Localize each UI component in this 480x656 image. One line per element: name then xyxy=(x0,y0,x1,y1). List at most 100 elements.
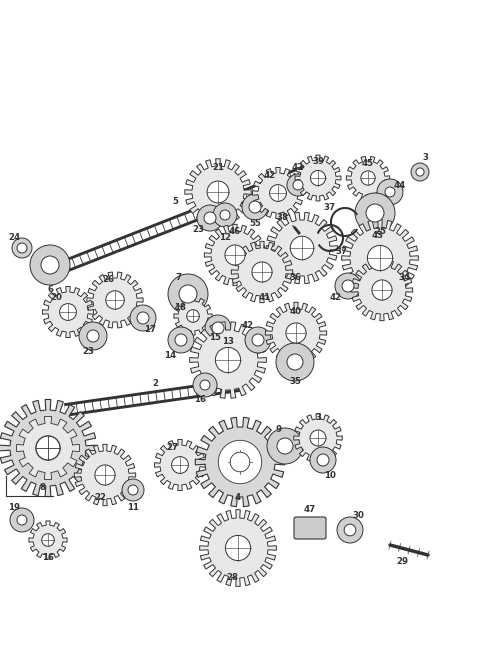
Polygon shape xyxy=(200,510,276,586)
Polygon shape xyxy=(266,213,338,284)
Text: 42: 42 xyxy=(264,171,276,180)
Text: 29: 29 xyxy=(396,558,408,567)
Circle shape xyxy=(230,452,250,472)
Circle shape xyxy=(30,245,70,285)
Circle shape xyxy=(335,273,361,299)
Text: 26: 26 xyxy=(102,276,114,285)
Text: 24: 24 xyxy=(8,234,20,243)
Circle shape xyxy=(175,334,187,346)
Circle shape xyxy=(361,171,375,185)
Circle shape xyxy=(220,210,230,220)
Text: 3: 3 xyxy=(422,154,428,163)
Text: 17: 17 xyxy=(144,325,156,335)
Text: 47: 47 xyxy=(304,506,316,514)
Polygon shape xyxy=(74,444,136,506)
Circle shape xyxy=(204,212,216,224)
Text: 16: 16 xyxy=(194,396,206,405)
Circle shape xyxy=(197,205,223,231)
Text: 16: 16 xyxy=(42,554,54,562)
Polygon shape xyxy=(17,417,79,480)
Circle shape xyxy=(270,184,287,201)
Circle shape xyxy=(286,323,306,343)
Text: 45: 45 xyxy=(362,159,374,167)
Text: 14: 14 xyxy=(164,350,176,359)
Text: 11: 11 xyxy=(127,504,139,512)
Circle shape xyxy=(95,465,115,485)
Polygon shape xyxy=(204,224,265,285)
Circle shape xyxy=(226,535,251,561)
Text: 37: 37 xyxy=(324,203,336,213)
Polygon shape xyxy=(351,259,413,321)
Circle shape xyxy=(249,201,261,213)
Circle shape xyxy=(252,334,264,346)
Text: 2: 2 xyxy=(152,379,158,388)
Circle shape xyxy=(172,457,188,474)
Text: 36: 36 xyxy=(289,274,301,283)
Circle shape xyxy=(212,322,224,334)
Circle shape xyxy=(372,280,392,300)
Circle shape xyxy=(36,436,60,460)
Text: 19: 19 xyxy=(8,504,20,512)
Circle shape xyxy=(290,236,314,260)
Circle shape xyxy=(87,330,99,342)
Circle shape xyxy=(137,312,149,324)
Circle shape xyxy=(187,310,199,322)
Text: 3: 3 xyxy=(315,413,321,422)
Circle shape xyxy=(60,304,76,320)
Circle shape xyxy=(377,179,403,205)
Polygon shape xyxy=(87,272,143,328)
Text: 20: 20 xyxy=(50,293,62,302)
Circle shape xyxy=(193,373,217,397)
Circle shape xyxy=(17,243,27,253)
Circle shape xyxy=(267,428,303,464)
Text: 22: 22 xyxy=(94,493,106,502)
Text: 42: 42 xyxy=(242,321,254,329)
Circle shape xyxy=(311,171,325,186)
Text: 39: 39 xyxy=(312,157,324,167)
Circle shape xyxy=(317,454,329,466)
Text: 55: 55 xyxy=(249,220,261,228)
Text: 12: 12 xyxy=(219,234,231,243)
Polygon shape xyxy=(295,155,341,201)
Polygon shape xyxy=(174,297,212,335)
Circle shape xyxy=(12,238,32,258)
FancyBboxPatch shape xyxy=(294,517,326,539)
Circle shape xyxy=(216,348,240,373)
Text: 7: 7 xyxy=(175,274,181,283)
Circle shape xyxy=(225,245,245,265)
Circle shape xyxy=(277,438,293,454)
Circle shape xyxy=(122,479,144,501)
Text: 42: 42 xyxy=(292,163,304,173)
Circle shape xyxy=(42,534,54,546)
Text: 34: 34 xyxy=(399,274,411,283)
Polygon shape xyxy=(265,302,327,363)
Polygon shape xyxy=(29,521,67,559)
Polygon shape xyxy=(195,417,285,506)
Text: 5: 5 xyxy=(172,197,178,207)
Circle shape xyxy=(79,322,107,350)
Circle shape xyxy=(416,168,424,176)
Polygon shape xyxy=(155,440,205,491)
Circle shape xyxy=(245,327,271,353)
Circle shape xyxy=(10,508,34,532)
Polygon shape xyxy=(231,241,293,302)
Circle shape xyxy=(17,515,27,525)
Text: 21: 21 xyxy=(212,163,224,173)
Circle shape xyxy=(130,305,156,331)
Text: 23: 23 xyxy=(82,348,94,356)
Text: 13: 13 xyxy=(222,337,234,346)
Circle shape xyxy=(411,163,429,181)
Circle shape xyxy=(213,203,237,227)
Text: 43: 43 xyxy=(372,230,384,239)
Circle shape xyxy=(168,327,194,353)
Text: 44: 44 xyxy=(394,180,406,190)
Circle shape xyxy=(207,181,229,203)
Circle shape xyxy=(228,450,252,474)
Text: 9: 9 xyxy=(275,426,281,434)
Text: 30: 30 xyxy=(352,510,364,520)
Circle shape xyxy=(293,180,303,190)
Circle shape xyxy=(310,430,326,446)
Circle shape xyxy=(205,315,231,341)
Circle shape xyxy=(367,245,393,270)
Polygon shape xyxy=(294,414,342,462)
